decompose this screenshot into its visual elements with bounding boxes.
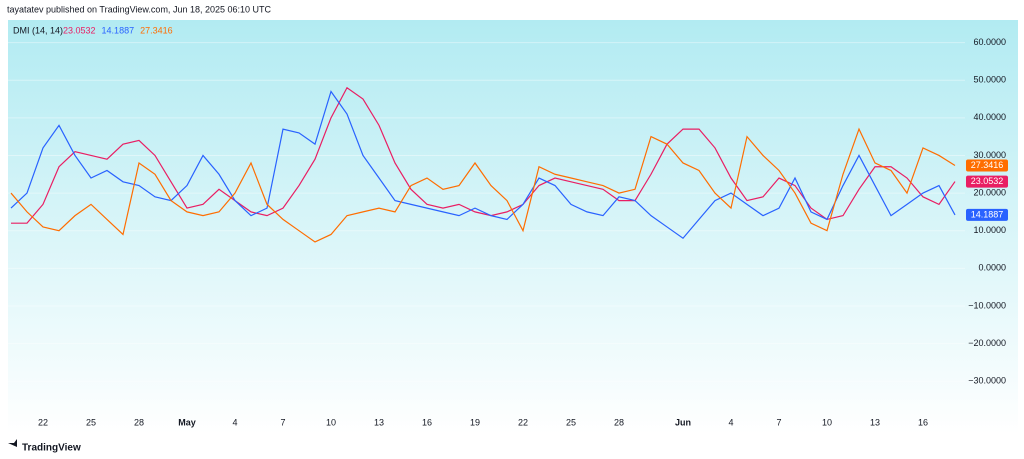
plot-background xyxy=(8,20,1018,434)
header: tayatatev published on TradingView.com, … xyxy=(7,4,272,14)
x-tick-label: 16 xyxy=(918,417,928,427)
y-tick-label: 30.0000 xyxy=(973,150,1006,160)
y-tick-label: −20.0000 xyxy=(968,338,1006,348)
footer: TradingView xyxy=(22,443,81,454)
x-tick-label: 13 xyxy=(374,417,384,427)
series-line xyxy=(11,86,956,224)
x-tick-label: 13 xyxy=(870,417,880,427)
price-badge-label: 23.0532 xyxy=(971,176,1004,186)
x-tick-label: 19 xyxy=(470,417,480,427)
legend-value: 14.1887 xyxy=(102,25,135,35)
x-tick-label: 25 xyxy=(566,417,576,427)
y-tick-label: −30.0000 xyxy=(968,376,1006,386)
x-tick-label: 28 xyxy=(614,417,624,427)
legend-value: 27.3416 xyxy=(140,25,173,35)
price-badge xyxy=(966,208,1008,221)
legend-value: 23.0532 xyxy=(63,25,96,35)
price-badge-label: 27.3416 xyxy=(971,160,1004,170)
legend: 23.0532 14.1887 27.3416 xyxy=(63,25,173,35)
series-line xyxy=(10,127,956,243)
x-tick-label: 7 xyxy=(280,417,285,427)
y-tick-label: 60.0000 xyxy=(973,37,1006,47)
chart-title: DMI (14, 14) xyxy=(13,25,63,35)
x-tick-label: 22 xyxy=(518,417,528,427)
y-tick-label: 10.0000 xyxy=(973,225,1006,235)
y-tick-label: 50.0000 xyxy=(973,75,1006,85)
x-tick-label: 10 xyxy=(822,417,832,427)
y-tick-label: 40.0000 xyxy=(973,112,1006,122)
price-badge xyxy=(966,175,1008,188)
x-tick-label: 28 xyxy=(134,417,144,427)
y-tick-label: 20.0000 xyxy=(973,187,1006,197)
y-tick-label: 0.0000 xyxy=(978,263,1006,273)
x-tick-label: 22 xyxy=(38,417,48,427)
price-badge xyxy=(966,159,1008,172)
price-badge-label: 14.1887 xyxy=(971,209,1004,219)
x-tick-label: Jun xyxy=(675,417,691,427)
x-tick-label: May xyxy=(178,417,196,427)
x-tick-label: 4 xyxy=(728,417,733,427)
y-tick-label: −10.0000 xyxy=(968,300,1006,310)
logo xyxy=(8,439,17,447)
x-tick-label: 25 xyxy=(86,417,96,427)
series-line xyxy=(10,90,956,240)
x-tick-label: 4 xyxy=(232,417,237,427)
x-tick-label: 10 xyxy=(326,417,336,427)
x-tick-label: 7 xyxy=(776,417,781,427)
x-tick-label: 16 xyxy=(422,417,432,427)
